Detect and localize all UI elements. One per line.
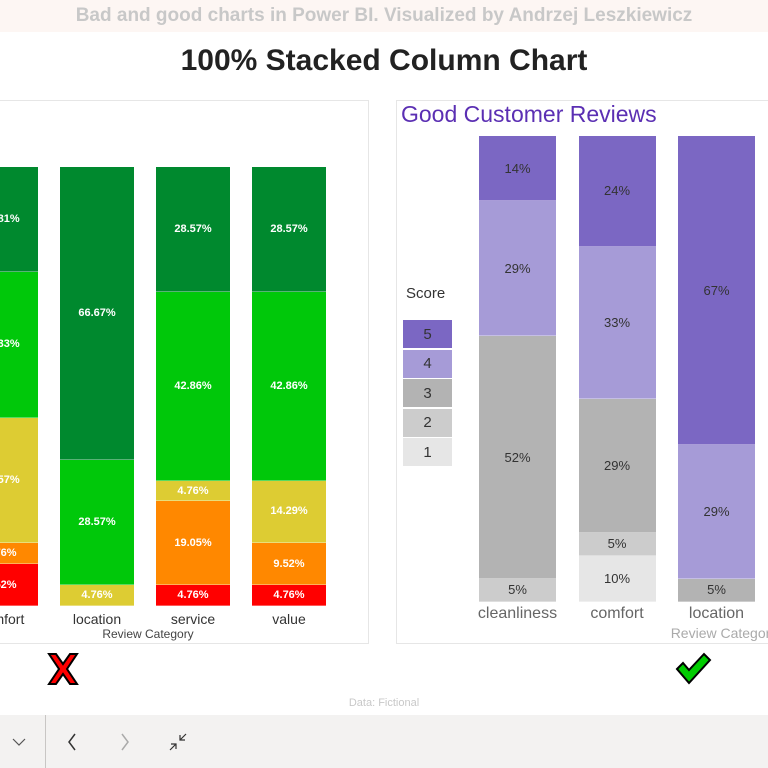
bar-comfort-score-3[interactable]: 29% [578,398,656,533]
data-label: 28.57% [270,223,308,236]
x-tick-label: value [272,611,306,627]
cross-icon [47,653,79,685]
bar-service-score-3[interactable]: 4.76% [156,480,230,502]
data-label: 29% [703,504,730,520]
data-label: 28.57% [78,515,116,528]
legend-title: Score [406,285,446,302]
bar-comfort-score-1[interactable]: 10% [578,555,656,602]
toolbar-divider [45,715,46,768]
data-label: 28.57% [174,223,212,236]
data-label: 14.29% [270,505,308,518]
page-title: 100% Stacked Column Chart [180,44,588,77]
bar-service-score-2[interactable]: 19.05% [156,501,230,586]
data-label: 33% [603,314,631,330]
bar-location-score-4[interactable]: 29% [678,445,755,579]
chevron-right-icon[interactable] [112,729,138,755]
data-label: 29% [504,260,531,276]
bar-value-score-5[interactable]: 28.57% [252,167,326,293]
bar-cleanliness-score-4[interactable]: 29% [479,201,556,337]
data-label: 4.76% [177,589,209,602]
data-label: 4.76% [81,589,113,602]
x-tick-label: cleanliness [477,605,558,622]
data-label: 10% [603,570,631,586]
data-label: 9.52% [273,557,305,570]
collapse-icon[interactable] [165,729,191,755]
data-label: 33.33% [0,338,20,351]
bar-location-score-3[interactable]: 5% [678,578,755,602]
bar-location-score-3[interactable]: 4.76% [60,585,134,606]
x-tick-label: comfort [0,611,25,627]
data-label: 5% [707,582,726,598]
x-tick-label: location [72,611,122,627]
bar-comfort-score-4[interactable]: 33.33% [0,271,38,418]
legend-item-score-3[interactable]: 3 [403,379,452,407]
bar-value-score-2[interactable]: 9.52% [252,543,326,586]
bad-chart-card[interactable]: Review Category 23.81% 33.33% 28.57% 4.76% 9… [0,100,369,644]
x-tick-label: service [170,611,216,627]
legend-item-score-2[interactable]: 2 [403,408,452,437]
data-label: 66.67% [78,306,116,319]
bar-service-score-1[interactable]: 4.76% [156,585,230,606]
legend-item-score-1[interactable]: 1 [403,438,452,466]
data-label: 4.76% [0,547,17,560]
x-tick-label: comfort [590,605,644,622]
bar-cleanliness-score-5[interactable]: 14% [479,136,556,202]
bar-value-score-4[interactable]: 42.86% [252,292,326,481]
data-label: 29% [603,457,631,473]
bar-cleanliness-score-3[interactable]: 52% [479,336,556,579]
data-label: 67% [703,282,730,298]
data-label: 19.05% [174,536,212,549]
bar-comfort-score-2[interactable]: 5% [578,532,656,556]
data-label: 24% [603,183,631,199]
legend-item-score-4[interactable]: 4 [403,349,452,378]
bar-comfort-score-3[interactable]: 28.57% [0,417,38,544]
banner: Bad and good charts in Power BI. Visuali… [0,0,768,32]
x-tick-label: location [688,605,745,622]
data-label: 5% [607,536,627,552]
data-label: 23.81% [0,212,20,225]
bar-comfort-score-2[interactable]: 4.76% [0,543,38,565]
data-label: 5% [508,582,527,598]
data-label: 4.76% [273,589,305,602]
data-label: 52% [504,449,531,465]
chevron-left-icon[interactable] [59,729,85,755]
data-label: 9.52% [0,578,17,591]
bar-service-score-5[interactable]: 28.57% [156,167,230,293]
bar-cleanliness-score-2[interactable]: 5% [479,578,556,602]
chart-title: Good Customer Reviews [401,101,657,127]
bar-comfort-score-5[interactable]: 23.81% [0,167,38,272]
bar-location-score-5[interactable]: 66.67% [60,167,134,460]
data-label: 28.57% [0,474,20,487]
bar-value-score-3[interactable]: 14.29% [252,480,326,544]
bar-location-score-4[interactable]: 28.57% [60,459,134,586]
toolbar [0,715,768,768]
data-label: 4.76% [177,484,209,497]
footnote: Data: Fictional [348,697,420,709]
x-axis-title: Review Category [102,627,194,641]
bar-comfort-score-1[interactable]: 9.52% [0,564,38,606]
legend-item-score-5[interactable]: 5 [403,320,452,348]
chevron-down-icon[interactable] [6,729,32,755]
bar-comfort-score-4[interactable]: 33% [578,246,656,399]
data-label: 42.86% [174,379,212,392]
bar-comfort-score-5[interactable]: 24% [578,136,656,247]
data-label: 42.86% [270,379,308,392]
bar-value-score-1[interactable]: 4.76% [252,585,326,606]
good-chart-card[interactable]: Good Customer Reviews Score Review Categ… [396,100,768,644]
data-label: 14% [504,160,531,176]
bar-location-score-5[interactable]: 67% [678,136,755,446]
bar-service-score-4[interactable]: 42.86% [156,292,230,481]
checkmark-icon [675,652,712,685]
x-axis-title: Review Category [670,625,768,641]
